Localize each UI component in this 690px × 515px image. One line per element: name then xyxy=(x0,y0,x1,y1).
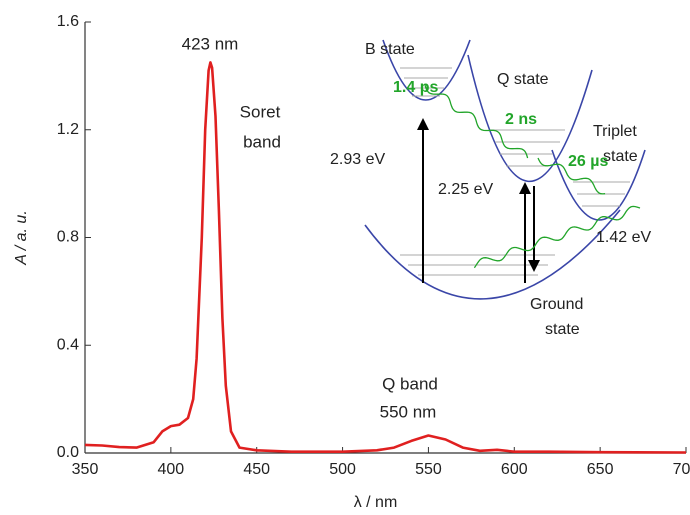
inset-label: Ground xyxy=(530,296,583,313)
b-well xyxy=(382,39,471,101)
arrow-head xyxy=(519,182,531,194)
relaxation xyxy=(473,205,641,269)
x-tick-label: 500 xyxy=(329,461,356,478)
x-tick-label: 350 xyxy=(72,461,99,478)
y-tick-label: 0.0 xyxy=(57,444,79,461)
inset-label: state xyxy=(603,148,638,165)
inset-label: 2.93 eV xyxy=(330,151,385,168)
annotation: 423 nm xyxy=(182,34,239,53)
y-tick-label: 0.8 xyxy=(57,229,79,246)
arrow-head xyxy=(417,118,429,130)
annotation: band xyxy=(243,132,281,151)
y-tick-label: 0.4 xyxy=(57,336,79,353)
inset-label: 1.4 ps xyxy=(393,79,438,96)
x-tick-label: 550 xyxy=(415,461,442,478)
relaxation xyxy=(537,157,606,195)
inset-label: 26 µs xyxy=(568,153,608,170)
annotation: 550 nm xyxy=(380,402,437,421)
annotation: Q band xyxy=(382,374,438,393)
inset-label: 2.25 eV xyxy=(438,181,493,198)
x-tick-label: 600 xyxy=(501,461,528,478)
relaxation xyxy=(424,84,529,159)
y-axis-label: A / a. u. xyxy=(13,210,30,266)
y-tick-label: 1.2 xyxy=(57,121,79,138)
q-well xyxy=(467,54,593,183)
x-tick-label: 450 xyxy=(243,461,270,478)
x-tick-label: 400 xyxy=(158,461,185,478)
inset-label: Triplet xyxy=(593,123,637,140)
x-tick-label: 650 xyxy=(587,461,614,478)
spectrum-line xyxy=(84,61,687,454)
inset-diagram: B state 1.4 ps Q state 2 ns Triplet stat… xyxy=(330,39,651,338)
y-tick-label: 1.6 xyxy=(57,13,79,30)
triplet-well xyxy=(551,149,646,221)
inset-label: 1.42 eV xyxy=(596,229,651,246)
inset-label: Q state xyxy=(497,71,549,88)
ground-well xyxy=(364,209,621,300)
inset-label: B state xyxy=(365,41,415,58)
annotation: Soret xyxy=(240,102,281,121)
arrow-head xyxy=(528,260,540,272)
inset-label: state xyxy=(545,321,580,338)
inset-label: 2 ns xyxy=(505,111,537,128)
x-axis-label: λ / nm xyxy=(354,494,398,511)
x-tick-label: 700 xyxy=(673,461,690,478)
